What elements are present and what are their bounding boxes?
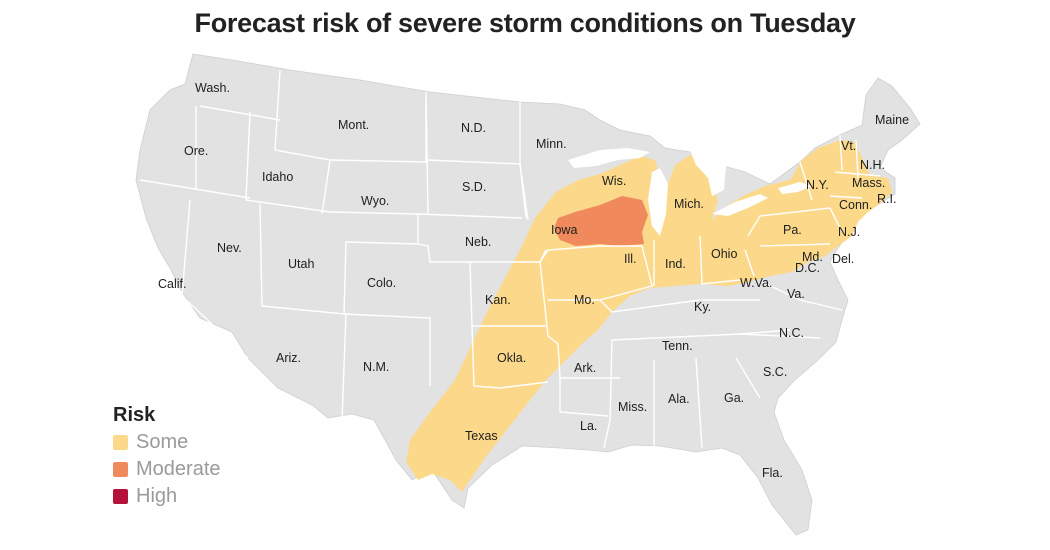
swatch-high <box>113 489 128 504</box>
label-vt: Vt. <box>841 139 856 153</box>
label-mass: Mass. <box>852 176 885 190</box>
label-dc: D.C. <box>795 261 820 275</box>
risk-legend: Risk Some Moderate High <box>113 404 221 510</box>
label-okla: Okla. <box>497 351 526 365</box>
label-utah: Utah <box>288 257 314 271</box>
label-conn: Conn. <box>839 198 872 212</box>
lake-huron <box>690 150 726 196</box>
state-labels: Wash. Ore. Idaho Mont. N.D. Minn. Maine … <box>158 81 909 480</box>
label-texas: Texas <box>465 429 498 443</box>
label-ri: R.I. <box>877 192 896 206</box>
lake-michigan <box>648 168 668 236</box>
label-idaho: Idaho <box>262 170 293 184</box>
label-wis: Wis. <box>602 174 626 188</box>
label-nc: N.C. <box>779 326 804 340</box>
label-wva: W.Va. <box>740 276 772 290</box>
label-del: Del. <box>832 252 854 266</box>
label-ky: Ky. <box>694 300 711 314</box>
risk-region-moderate <box>554 196 648 246</box>
label-ny: N.Y. <box>806 178 829 192</box>
label-va: Va. <box>787 287 805 301</box>
legend-item-some: Some <box>113 429 221 456</box>
risk-region-some <box>406 140 892 492</box>
label-sc: S.C. <box>763 365 787 379</box>
label-wash: Wash. <box>195 81 230 95</box>
label-mo: Mo. <box>574 293 595 307</box>
great-lakes <box>568 148 812 236</box>
label-ariz: Ariz. <box>276 351 301 365</box>
label-mont: Mont. <box>338 118 369 132</box>
label-miss: Miss. <box>618 400 647 414</box>
label-fla: Fla. <box>762 466 783 480</box>
label-calif: Calif. <box>158 277 186 291</box>
label-sd: S.D. <box>462 180 486 194</box>
legend-label-moderate: Moderate <box>136 458 221 480</box>
label-ill: Ill. <box>624 252 637 266</box>
map-title: Forecast risk of severe storm conditions… <box>194 8 856 38</box>
swatch-some <box>113 435 128 450</box>
legend-label-high: High <box>136 485 178 507</box>
state-borders <box>139 69 881 449</box>
lake-erie <box>712 194 768 216</box>
label-minn: Minn. <box>536 137 567 151</box>
label-nm: N.M. <box>363 360 389 374</box>
label-la: La. <box>580 419 597 433</box>
legend-item-high: High <box>113 483 221 510</box>
legend-item-moderate: Moderate <box>113 456 221 483</box>
label-nj: N.J. <box>838 225 860 239</box>
label-iowa: Iowa <box>551 223 577 237</box>
label-pa: Pa. <box>783 223 802 237</box>
lake-superior <box>568 148 650 168</box>
label-colo: Colo. <box>367 276 396 290</box>
label-ark: Ark. <box>574 361 596 375</box>
label-nd: N.D. <box>461 121 486 135</box>
label-ala: Ala. <box>668 392 690 406</box>
label-ind: Ind. <box>665 257 686 271</box>
label-nev: Nev. <box>217 241 242 255</box>
lake-ontario <box>778 182 812 194</box>
label-ga: Ga. <box>724 391 744 405</box>
label-kan: Kan. <box>485 293 511 307</box>
label-maine: Maine <box>875 113 909 127</box>
label-neb: Neb. <box>465 235 491 249</box>
label-mich: Mich. <box>674 197 704 211</box>
label-ohio: Ohio <box>711 247 737 261</box>
legend-title: Risk <box>113 404 156 426</box>
label-tenn: Tenn. <box>662 339 693 353</box>
label-ore: Ore. <box>184 144 208 158</box>
label-wyo: Wyo. <box>361 194 389 208</box>
label-nh: N.H. <box>860 158 885 172</box>
legend-label-some: Some <box>136 431 189 453</box>
swatch-moderate <box>113 462 128 477</box>
label-md: Md. <box>802 250 823 264</box>
